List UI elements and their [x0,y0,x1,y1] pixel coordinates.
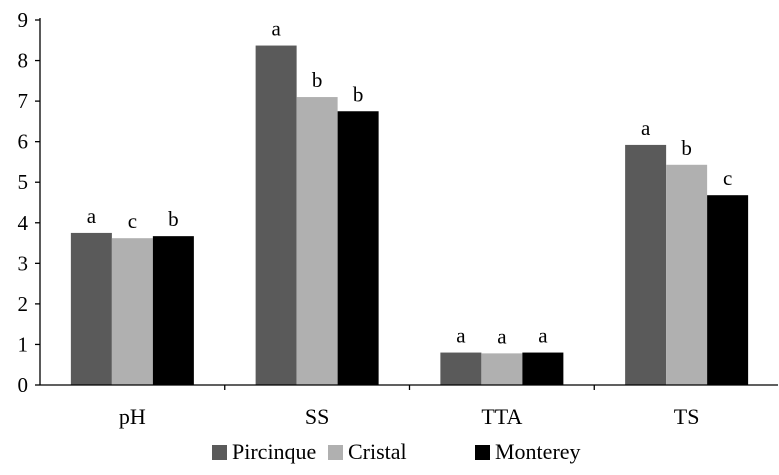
significance-label: c [723,166,732,190]
y-tick-label: 1 [18,332,29,356]
y-tick-label: 2 [18,292,29,316]
significance-label: c [128,209,137,233]
bar-pircinque-ts [625,144,667,385]
bar-cristal-ss [296,97,338,386]
y-axis: 0 1 2 3 4 5 6 7 8 9 [18,8,41,397]
bar-monterey-ts [707,195,749,385]
y-tick-label: 8 [18,49,29,73]
x-category-label: TTA [481,404,522,429]
bar-pircinque-ph [70,232,112,385]
bars-group [70,45,749,386]
bar-monterey-tta [522,352,564,385]
legend-label-pircinque: Pircinque [232,439,316,464]
significance-label: b [353,82,364,106]
significance-label: b [681,136,692,160]
legend-label-cristal: Cristal [348,439,407,464]
significance-label: a [456,324,466,348]
significance-label: a [497,324,507,348]
significance-label: a [538,324,548,348]
y-tick-label: 4 [18,211,29,235]
legend: Pircinque Cristal Monterey [212,439,581,464]
legend-swatch-monterey [475,445,490,460]
x-category-label: SS [305,404,329,429]
bar-cristal-ph [111,238,153,385]
legend-label-monterey: Monterey [495,439,581,464]
bar-pircinque-tta [440,352,482,385]
bar-monterey-ph [152,236,194,385]
y-tick-label: 3 [18,251,29,275]
bar-cristal-tta [481,353,523,385]
significance-label: a [87,204,97,228]
y-tick-label: 9 [18,8,29,32]
bar-pircinque-ss [255,45,297,386]
y-tick-label: 7 [18,89,29,113]
y-tick-label: 6 [18,130,29,154]
x-category-label: TS [674,404,700,429]
significance-label: a [271,17,281,41]
y-tick-label: 0 [18,373,29,397]
significance-label: b [312,68,323,92]
significance-labels-group: a c b a b b a a a a b c [87,17,733,349]
legend-swatch-cristal [328,445,343,460]
y-tick-label: 5 [18,170,29,194]
legend-swatch-pircinque [212,445,227,460]
significance-label: a [641,116,651,140]
significance-label: b [168,207,179,231]
bar-monterey-ss [337,111,379,385]
bar-cristal-ts [666,164,708,385]
x-axis: pH SS TTA TS [40,384,778,429]
x-category-label: pH [119,404,146,429]
